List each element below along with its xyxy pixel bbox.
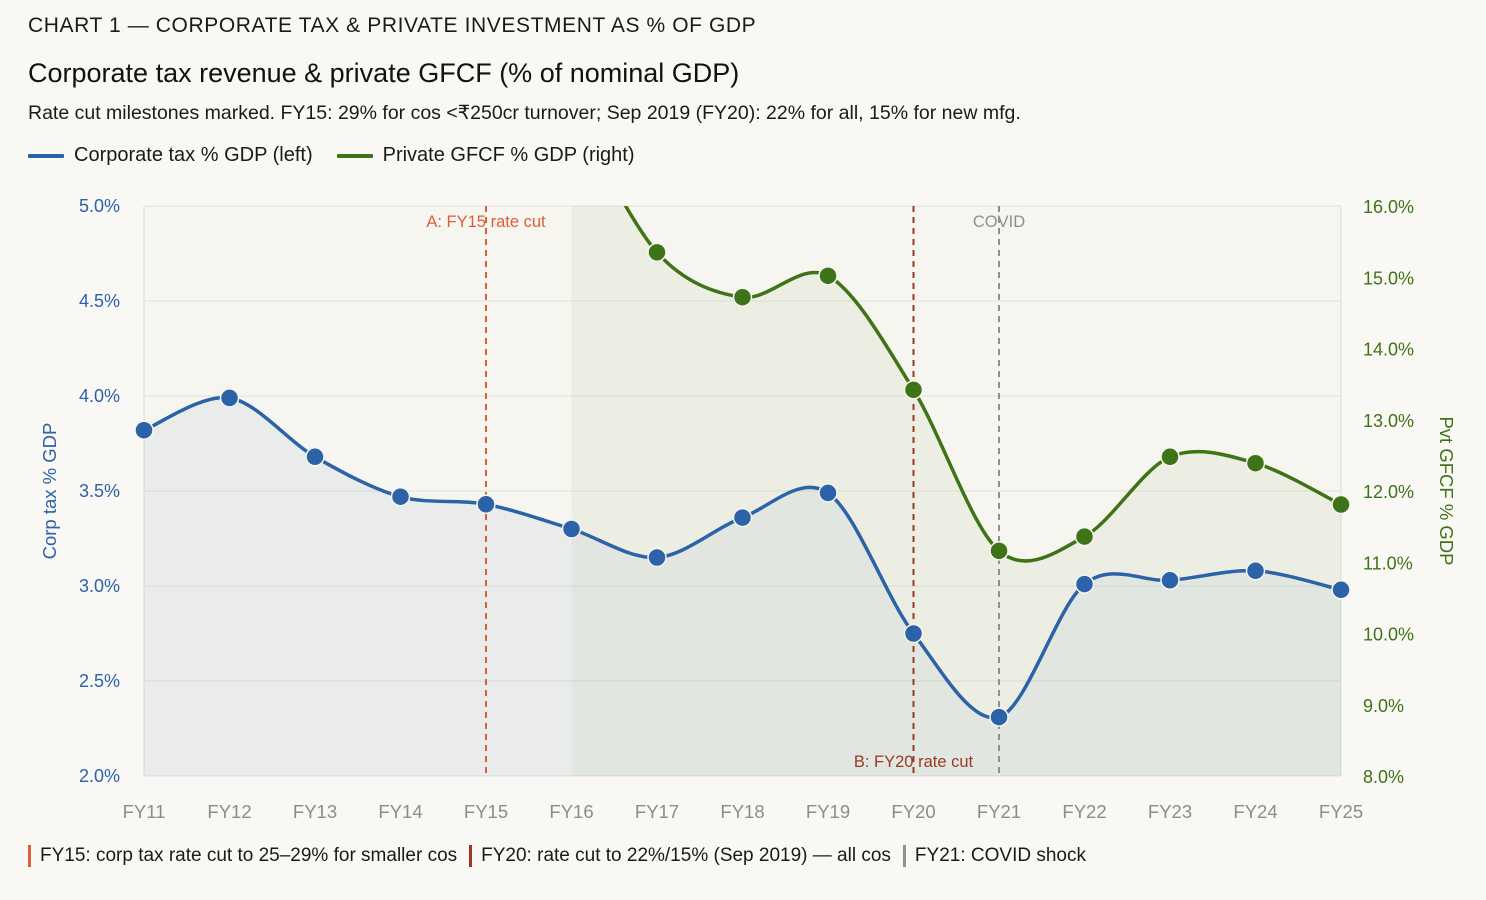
y-left-tick-label: 3.0% bbox=[79, 576, 120, 596]
x-tick-label: FY17 bbox=[635, 801, 679, 822]
x-tick-label: FY18 bbox=[720, 801, 764, 822]
tax-point-fy22 bbox=[1074, 574, 1095, 594]
footer-bar-fy15 bbox=[28, 845, 31, 867]
tax-point-fy24 bbox=[1245, 561, 1266, 581]
x-tick-label: FY22 bbox=[1062, 801, 1106, 822]
tax-point-fy21 bbox=[989, 707, 1009, 727]
marker-fy20-rate-cut-label: B: FY20 rate cut bbox=[854, 753, 974, 771]
legend-label-tax: Corporate tax % GDP (left) bbox=[74, 144, 313, 166]
y-right-tick-label: 15.0% bbox=[1363, 268, 1414, 288]
legend-label-gfcf: Private GFCF % GDP (right) bbox=[382, 144, 635, 166]
gfcf-point-fy19 bbox=[818, 266, 838, 286]
dual-axis-line-chart: A: FY15 rate cut B: FY20 rate cut COVID 2.… bbox=[39, 196, 1457, 822]
x-tick-label: FY15 bbox=[464, 801, 508, 822]
legend-item-tax[interactable]: Corporate tax % GDP (left) bbox=[28, 144, 313, 167]
x-tick-label: FY20 bbox=[891, 801, 935, 822]
x-tick-label: FY16 bbox=[549, 801, 593, 822]
legend-swatch-gfcf bbox=[336, 153, 373, 158]
y-right-tick-label: 8.0% bbox=[1363, 767, 1404, 787]
y-right-tick-label: 10.0% bbox=[1363, 625, 1414, 645]
tax-line bbox=[144, 395, 1341, 720]
legend-swatch-tax bbox=[28, 153, 64, 158]
gfcf-point-fy22 bbox=[1074, 526, 1095, 547]
tax-point-fy13 bbox=[305, 447, 325, 467]
legend: Corporate tax % GDP (left) Private GFCF … bbox=[28, 144, 659, 167]
y-right-tick-label: 13.0% bbox=[1363, 411, 1414, 431]
y-right-axis-title: Pvt GFCF % GDP bbox=[1436, 416, 1457, 565]
y-right-tick-label: 16.0% bbox=[1363, 197, 1414, 217]
x-tick-label: FY11 bbox=[123, 801, 166, 822]
x-tick-label: FY19 bbox=[806, 801, 850, 822]
y-right-tick-label: 11.0% bbox=[1363, 553, 1413, 573]
chart-kicker: CHART 1 — CORPORATE TAX & PRIVATE INVEST… bbox=[28, 14, 757, 37]
footer-note-text: FY15: corp tax rate cut to 25–29% for sm… bbox=[40, 845, 458, 866]
footer-notes: FY15: corp tax rate cut to 25–29% for sm… bbox=[28, 845, 1098, 867]
gfcf-point-fy25 bbox=[1331, 494, 1351, 515]
tax-point-fy25 bbox=[1331, 580, 1351, 600]
x-tick-label: FY14 bbox=[378, 801, 422, 822]
tax-point-fy12 bbox=[219, 388, 240, 408]
tax-point-fy11 bbox=[134, 420, 154, 440]
tax-point-fy20 bbox=[903, 623, 924, 644]
x-tick-label: FY21 bbox=[977, 801, 1021, 822]
y-left-tick-label: 4.5% bbox=[79, 291, 120, 311]
gfcf-point-fy18 bbox=[732, 287, 753, 307]
chart-subtitle: Rate cut milestones marked. FY15: 29% fo… bbox=[28, 102, 1021, 124]
gfcf-point-fy24 bbox=[1245, 453, 1266, 473]
tax-point-fy17 bbox=[647, 547, 667, 568]
marker-covid-label: COVID bbox=[973, 213, 1025, 231]
tax-point-fy23 bbox=[1160, 570, 1180, 591]
footer-note-fy15: FY15: corp tax rate cut to 25–29% for sm… bbox=[28, 845, 457, 867]
gfcf-point-fy21 bbox=[989, 541, 1009, 561]
tax-point-fy16 bbox=[561, 519, 582, 539]
y-left-axis-title: Corp tax % GDP bbox=[39, 423, 60, 560]
tax-point-fy15 bbox=[476, 494, 496, 515]
footer-bar-fy20 bbox=[469, 845, 473, 867]
y-left-tick-label: 2.5% bbox=[79, 671, 120, 691]
footer-note-text: FY20: rate cut to 22%/15% (Sep 2019) — a… bbox=[481, 845, 891, 866]
y-right-tick-label: 14.0% bbox=[1363, 340, 1414, 360]
y-right-tick-label: 12.0% bbox=[1363, 482, 1414, 502]
tax-point-fy14 bbox=[390, 486, 411, 507]
y-left-tick-label: 5.0% bbox=[79, 196, 120, 216]
marker-fy15-rate-cut-label: A: FY15 rate cut bbox=[426, 213, 546, 231]
legend-item-gfcf[interactable]: Private GFCF % GDP (right) bbox=[336, 144, 635, 167]
footer-note-text: FY21: COVID shock bbox=[914, 845, 1086, 866]
gfcf-point-fy23 bbox=[1160, 447, 1180, 467]
y-left-tick-label: 2.0% bbox=[79, 766, 120, 786]
footer-note-fy21: FY21: COVID shock bbox=[902, 845, 1086, 867]
y-right-tick-label: 9.0% bbox=[1363, 696, 1404, 716]
y-left-tick-label: 3.5% bbox=[79, 481, 120, 501]
gfcf-point-fy17 bbox=[647, 242, 667, 263]
gfcf-point-fy20 bbox=[903, 380, 924, 400]
tax-area bbox=[144, 397, 1341, 776]
gfcf-area bbox=[571, 206, 1341, 776]
x-tick-label: FY25 bbox=[1319, 801, 1363, 822]
x-tick-label: FY23 bbox=[1148, 801, 1192, 822]
x-tick-label: FY12 bbox=[207, 801, 251, 822]
footer-bar-fy21 bbox=[902, 845, 906, 867]
gfcf-line bbox=[623, 206, 1341, 563]
tax-point-fy18 bbox=[732, 507, 753, 528]
x-tick-label: FY24 bbox=[1233, 801, 1277, 822]
chart-title: Corporate tax revenue & private GFCF (% … bbox=[28, 58, 740, 88]
footer-note-fy20: FY20: rate cut to 22%/15% (Sep 2019) — a… bbox=[469, 845, 891, 867]
tax-point-fy19 bbox=[818, 483, 838, 503]
y-left-tick-label: 4.0% bbox=[79, 386, 120, 406]
x-tick-label: FY13 bbox=[293, 801, 337, 822]
